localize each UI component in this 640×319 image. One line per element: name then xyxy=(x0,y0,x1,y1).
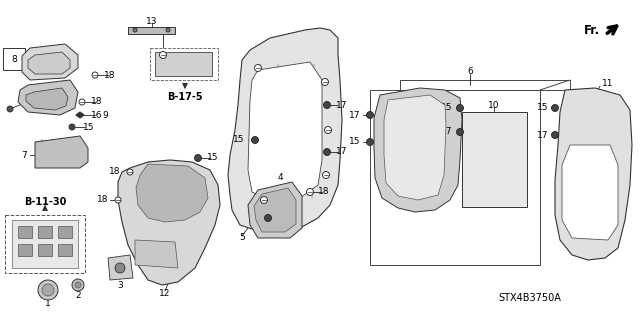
Bar xyxy=(58,226,72,238)
FancyBboxPatch shape xyxy=(150,48,218,80)
Circle shape xyxy=(252,137,259,144)
Text: 17: 17 xyxy=(440,128,452,137)
Circle shape xyxy=(260,197,268,204)
Text: 19: 19 xyxy=(262,224,274,233)
Circle shape xyxy=(323,101,330,108)
Polygon shape xyxy=(155,52,212,76)
Bar xyxy=(38,226,52,238)
Circle shape xyxy=(195,154,202,161)
Text: 2: 2 xyxy=(75,291,81,300)
Circle shape xyxy=(307,189,314,196)
Text: 12: 12 xyxy=(159,288,171,298)
Text: 15: 15 xyxy=(232,136,244,145)
Text: 15: 15 xyxy=(349,137,360,146)
Polygon shape xyxy=(22,44,78,80)
Bar xyxy=(18,244,32,256)
Polygon shape xyxy=(374,88,462,212)
Bar xyxy=(18,226,32,238)
Text: 18: 18 xyxy=(104,70,115,79)
Text: 17: 17 xyxy=(336,147,348,157)
Polygon shape xyxy=(118,160,220,285)
Text: STX4B3750A: STX4B3750A xyxy=(499,293,561,303)
Text: 17: 17 xyxy=(349,110,360,120)
Text: 4: 4 xyxy=(277,174,283,182)
Text: 7: 7 xyxy=(21,151,27,160)
Circle shape xyxy=(552,105,559,112)
Text: 3: 3 xyxy=(117,280,123,290)
Polygon shape xyxy=(135,240,178,268)
Text: 5: 5 xyxy=(239,234,245,242)
Polygon shape xyxy=(26,88,68,110)
Polygon shape xyxy=(248,62,322,200)
Text: 18: 18 xyxy=(91,98,102,107)
Polygon shape xyxy=(462,112,527,207)
Polygon shape xyxy=(108,255,133,280)
Circle shape xyxy=(324,127,332,133)
Circle shape xyxy=(92,72,98,78)
Circle shape xyxy=(75,282,81,288)
Text: 15: 15 xyxy=(536,103,548,113)
Polygon shape xyxy=(136,164,208,222)
Circle shape xyxy=(367,138,374,145)
Text: 13: 13 xyxy=(147,17,157,26)
Polygon shape xyxy=(76,112,84,118)
Bar xyxy=(38,244,52,256)
Bar xyxy=(58,244,72,256)
Circle shape xyxy=(159,51,166,58)
Text: 9: 9 xyxy=(102,110,108,120)
Circle shape xyxy=(323,172,330,179)
Polygon shape xyxy=(18,80,78,115)
Circle shape xyxy=(7,106,13,112)
Polygon shape xyxy=(562,145,618,240)
Circle shape xyxy=(367,112,374,118)
Text: 18: 18 xyxy=(109,167,120,176)
Text: 18: 18 xyxy=(172,50,184,60)
Text: B-11-30: B-11-30 xyxy=(24,197,66,207)
Text: B-17-5: B-17-5 xyxy=(167,92,203,102)
Polygon shape xyxy=(254,188,296,232)
Circle shape xyxy=(115,197,121,203)
Polygon shape xyxy=(12,220,78,268)
Text: 15: 15 xyxy=(207,153,218,162)
Polygon shape xyxy=(128,27,175,34)
Polygon shape xyxy=(35,136,88,168)
Circle shape xyxy=(133,28,137,32)
Circle shape xyxy=(456,105,463,112)
Circle shape xyxy=(323,149,330,155)
Text: 8: 8 xyxy=(11,55,17,63)
Text: 11: 11 xyxy=(602,78,614,87)
Circle shape xyxy=(552,131,559,138)
Text: 6: 6 xyxy=(467,68,473,77)
Circle shape xyxy=(456,129,463,136)
Text: 17: 17 xyxy=(336,100,348,109)
Circle shape xyxy=(166,28,170,32)
Circle shape xyxy=(321,78,328,85)
Circle shape xyxy=(264,214,271,221)
Circle shape xyxy=(69,124,75,130)
Polygon shape xyxy=(248,182,302,238)
FancyBboxPatch shape xyxy=(5,215,85,273)
Circle shape xyxy=(255,64,262,71)
Polygon shape xyxy=(228,28,342,232)
Polygon shape xyxy=(555,88,632,260)
Text: 10: 10 xyxy=(488,100,500,109)
Text: 1: 1 xyxy=(45,299,51,308)
Text: 18: 18 xyxy=(97,196,108,204)
Text: 16: 16 xyxy=(91,110,102,120)
Circle shape xyxy=(72,279,84,291)
Circle shape xyxy=(127,169,133,175)
Circle shape xyxy=(115,263,125,273)
Circle shape xyxy=(42,284,54,296)
Circle shape xyxy=(79,99,85,105)
Circle shape xyxy=(38,280,58,300)
Text: 15: 15 xyxy=(440,103,452,113)
Text: 17: 17 xyxy=(536,130,548,139)
Text: 18: 18 xyxy=(318,188,330,197)
Polygon shape xyxy=(384,95,446,200)
FancyBboxPatch shape xyxy=(3,48,25,70)
Text: Fr.: Fr. xyxy=(584,24,600,36)
Polygon shape xyxy=(28,52,70,74)
Text: 15: 15 xyxy=(83,122,95,131)
